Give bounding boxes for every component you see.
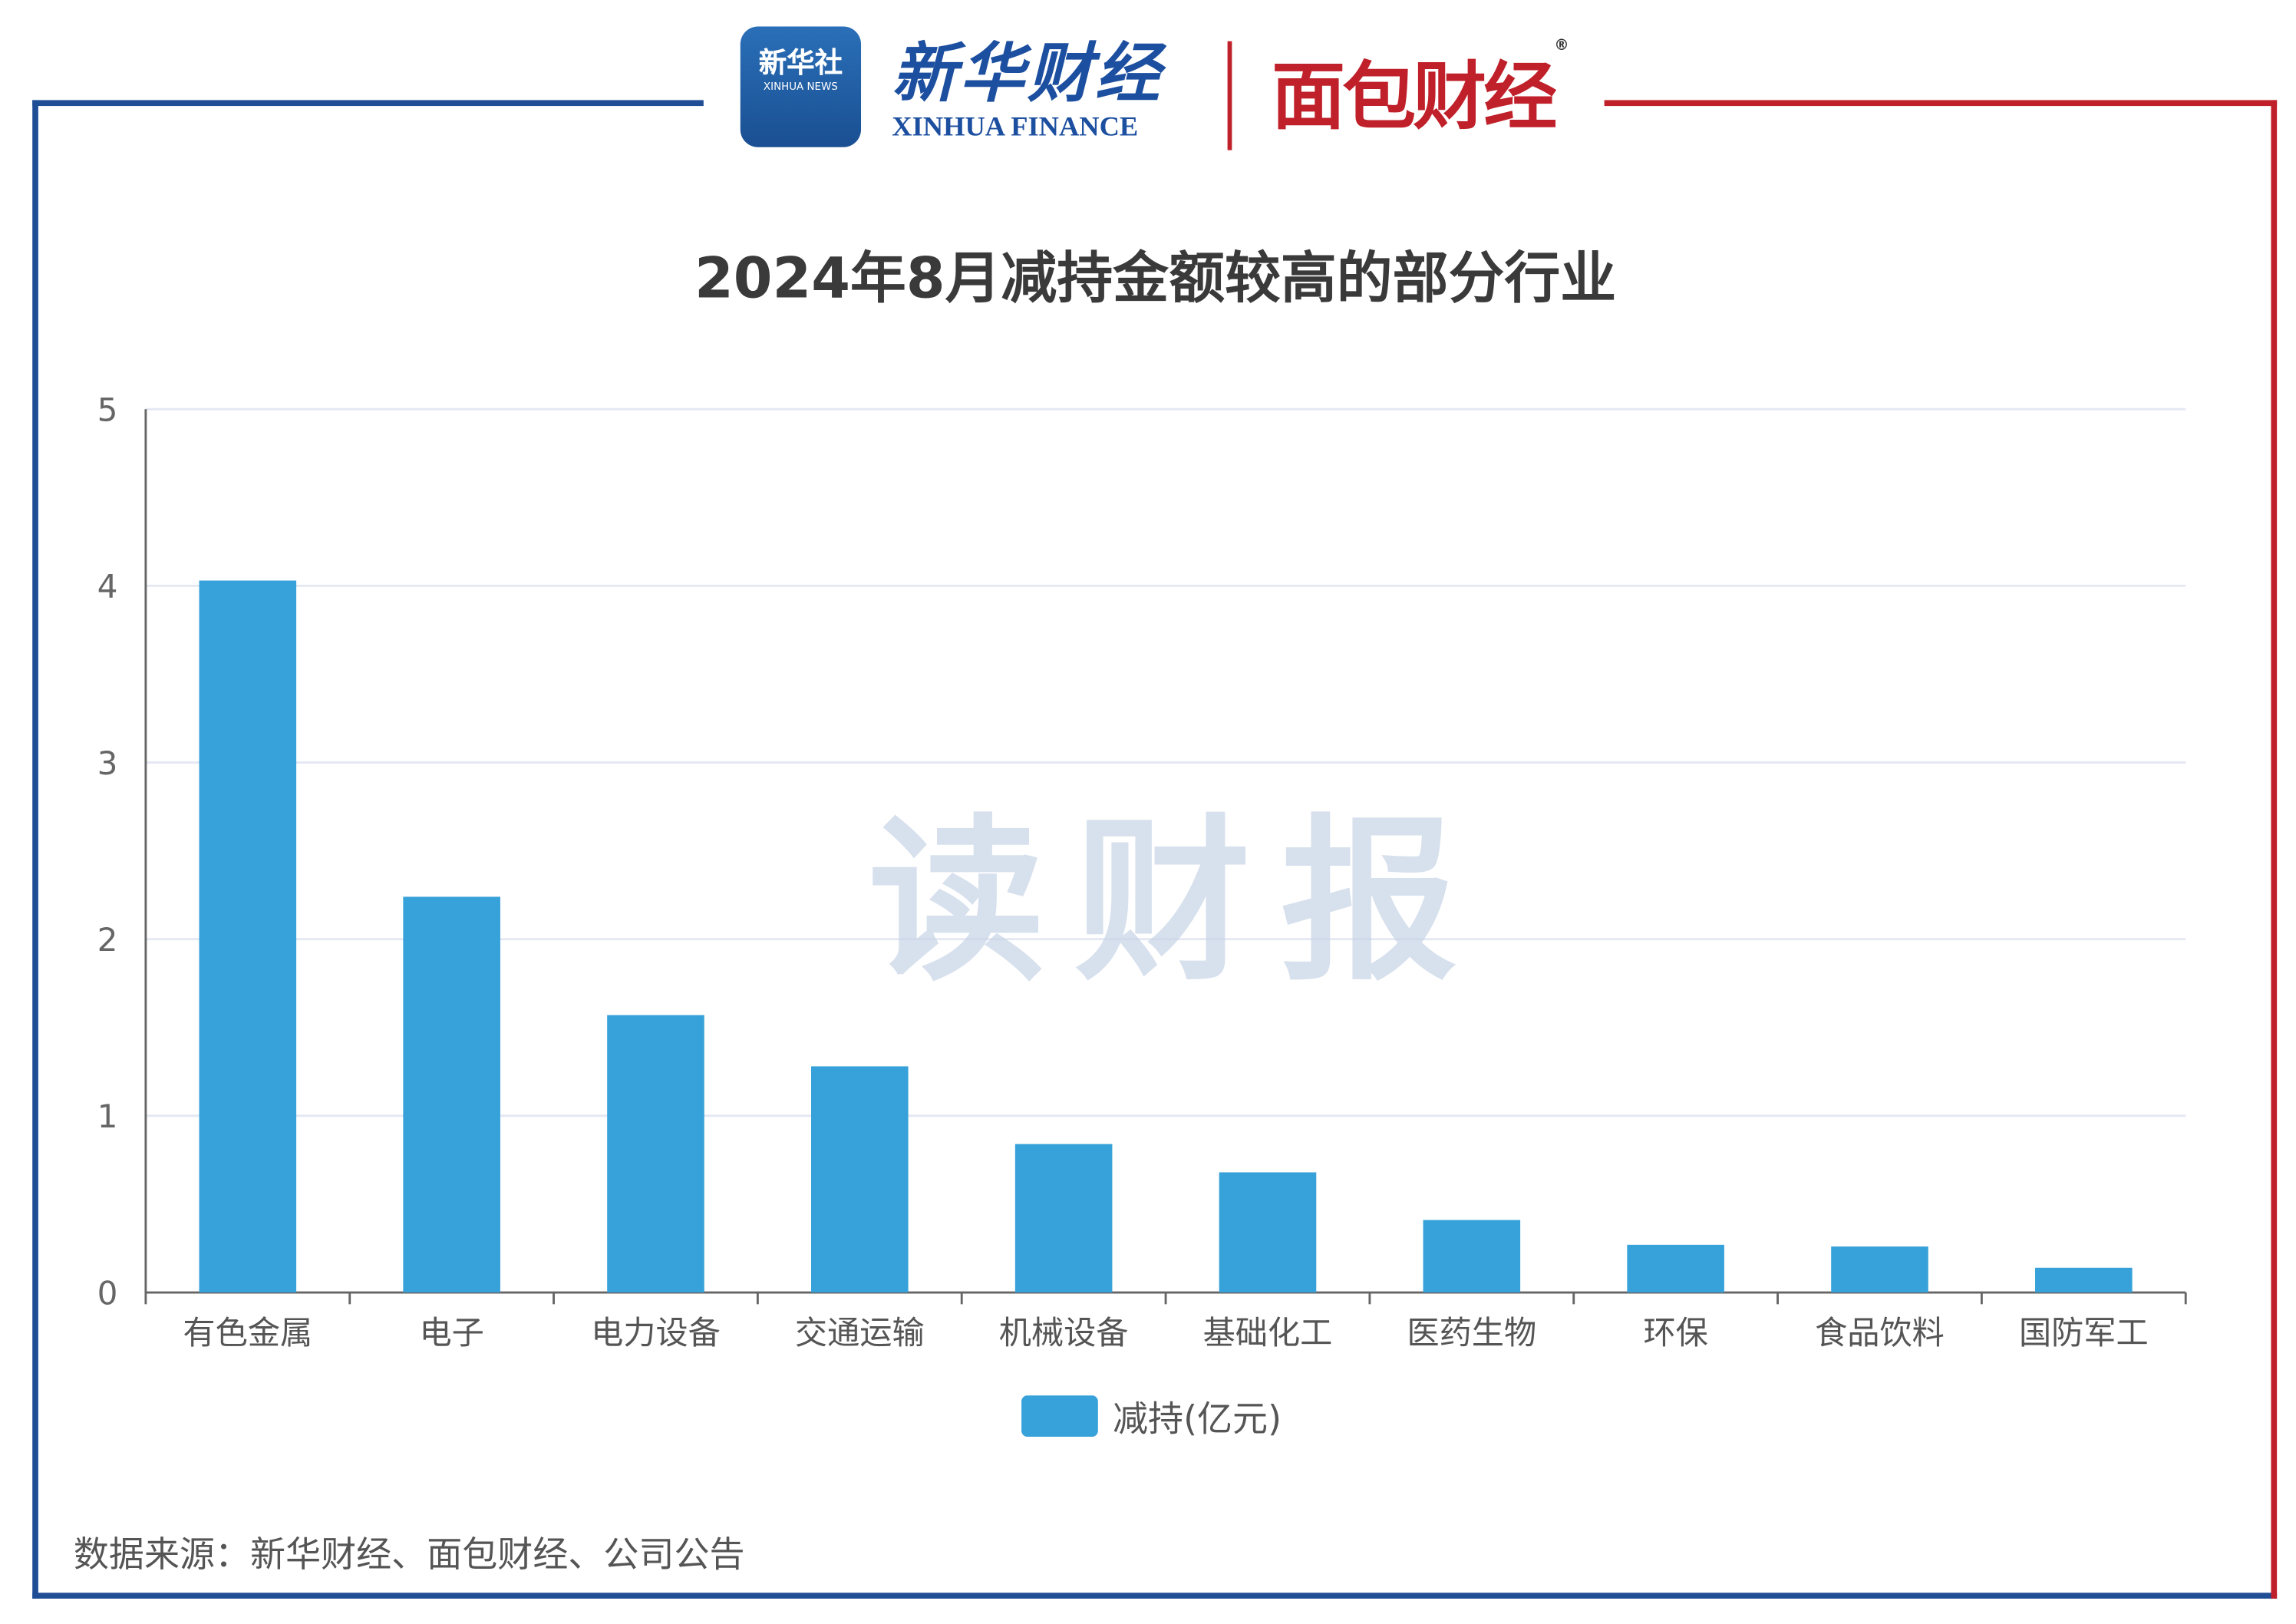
source-note: 数据来源：新华财经、面包财经、公司公告 <box>73 1533 745 1576</box>
registered-mark: ® <box>1554 38 1569 54</box>
frame-line-red-right <box>2271 100 2278 1599</box>
y-tick-label: 3 <box>97 744 118 782</box>
xinhua-news-logo: 新华社 XINHUA NEWS <box>740 26 862 147</box>
x-tick-label: 国防军工 <box>2019 1314 2149 1352</box>
mianbao-finance-logo: 面包财经® <box>1272 38 1569 144</box>
x-tick-label: 交通运输 <box>795 1314 925 1352</box>
x-tick-label: 有色金属 <box>183 1314 312 1352</box>
bar <box>1423 1220 1521 1293</box>
xinhua-finance-logo: 新华财经 XINHUA FINANCE <box>892 21 1163 144</box>
y-tick-label: 0 <box>97 1274 118 1312</box>
bar <box>199 580 297 1293</box>
logo-text: 新华财经 <box>892 36 1163 112</box>
x-tick-label: 环保 <box>1643 1314 1707 1352</box>
bar <box>607 1015 704 1293</box>
frame-line-blue-left <box>32 100 38 1599</box>
legend[interactable]: 减持(亿元) <box>1021 1390 1282 1441</box>
bar <box>1219 1172 1317 1293</box>
logo-text: XINHUA FINANCE <box>892 111 1139 144</box>
x-tick-label: 基础化工 <box>1203 1314 1333 1352</box>
bar <box>1831 1246 1928 1293</box>
legend-label: 减持(亿元) <box>1113 1398 1282 1440</box>
frame-line-bottom <box>32 1593 2278 1599</box>
x-tick-label: 机械设备 <box>999 1314 1129 1352</box>
y-tick-label: 5 <box>97 391 118 429</box>
bar <box>811 1066 909 1293</box>
x-tick-label: 电子 <box>419 1314 483 1352</box>
bar <box>403 896 500 1293</box>
bar <box>2035 1267 2133 1293</box>
watermark: 读财报 <box>868 800 1487 1005</box>
logo-text: XINHUA NEWS <box>763 81 838 93</box>
logo-text: 面包财经 <box>1272 54 1557 140</box>
chart-title: 2024年8月减持金额较高的部分行业 <box>694 246 1617 311</box>
x-tick-label: 食品饮料 <box>1815 1314 1945 1352</box>
bar <box>1627 1244 1724 1293</box>
y-tick-label: 4 <box>97 568 118 606</box>
logo-divider <box>1227 41 1232 150</box>
frame-line-red <box>1604 100 2278 107</box>
x-tick-label: 医药生物 <box>1407 1314 1536 1352</box>
frame-line-blue <box>32 100 704 107</box>
y-tick-label: 2 <box>97 921 118 959</box>
x-tick-label: 电力设备 <box>591 1314 721 1352</box>
y-tick-label: 1 <box>97 1098 118 1135</box>
bar <box>1014 1144 1113 1293</box>
legend-swatch <box>1021 1395 1098 1437</box>
logo-text: 新华社 <box>758 47 843 80</box>
